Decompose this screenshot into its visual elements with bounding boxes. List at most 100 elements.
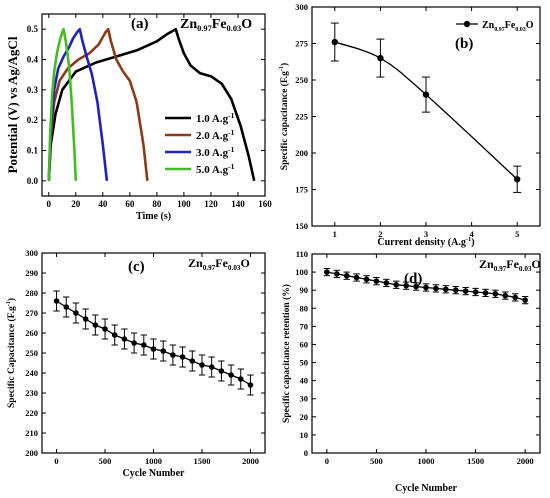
y-tick-label: 220 (25, 408, 38, 418)
y-tick-label: 0.0 (27, 176, 39, 186)
legend-label-1: 1.0 A.g-1 (196, 111, 235, 125)
x-tick-label: 1500 (467, 456, 484, 466)
x-tick-label: 2000 (517, 456, 534, 466)
panel-d: 0 500 1000 1500 2000 0 10 20 30 40 50 60 70 80 90 100 11… (281, 249, 541, 494)
x-tick-label: 160 (258, 199, 272, 209)
x-tick-label: 80 (152, 199, 162, 209)
x-axis-label: Time (s) (136, 211, 171, 222)
series-line-4 (47, 27, 78, 181)
panel-label: (a) (131, 16, 149, 32)
x-tick-label: 120 (204, 199, 218, 209)
data-point (514, 176, 521, 183)
panel-b: 1 2 3 4 5 150 175 200 225 250 275 300 Zn0.97Fe0.03O (… (279, 2, 541, 248)
series-line-2 (47, 27, 149, 181)
y-tick-label: 0.4 (27, 55, 39, 65)
y-tick-label: 0.3 (27, 85, 39, 95)
y-tick-label: 150 (295, 221, 308, 231)
compound-label: Zn0.97Fe0.03O (188, 256, 250, 272)
y-tick-label: 50 (300, 358, 309, 368)
series-line-3 (47, 27, 109, 181)
y-tick-label: 30 (300, 394, 309, 404)
y-tick-label: 270 (25, 308, 38, 318)
data-point (403, 282, 409, 289)
y-tick-label: 0.2 (27, 115, 39, 125)
y-tick-label: 175 (295, 185, 308, 195)
y-tick-label: 250 (295, 75, 308, 85)
data-point (512, 294, 519, 301)
plot-frame (41, 13, 266, 197)
y-tick-label: 0.1 (27, 146, 39, 156)
data-point (218, 368, 225, 374)
x-axis-label: Current density (A.g-1) (377, 236, 474, 248)
y-tick-label: 90 (300, 285, 309, 295)
x-tick-label: 0 (325, 456, 329, 466)
data-point (333, 271, 340, 277)
data-point (452, 287, 459, 293)
y-tick-label: 40 (300, 376, 309, 386)
data-point (423, 284, 429, 291)
y-tick-label: 300 (295, 2, 308, 12)
data-point (422, 91, 430, 98)
y-axis-label: Specific Capacitance (F.g-1) (6, 298, 17, 408)
compound-label: Zn0.97Fe0.03O (180, 17, 252, 33)
data-point (131, 340, 137, 346)
data-point (82, 316, 89, 322)
y-tick-label: 225 (295, 112, 308, 122)
data-point (199, 362, 205, 368)
x-tick-label: 0 (47, 199, 52, 209)
y-tick-label: 230 (25, 388, 38, 398)
data-point (92, 322, 99, 328)
y-axis-label: Specific capacitance retention (%) (281, 284, 292, 423)
data-point (63, 304, 70, 310)
data-point (73, 310, 79, 316)
x-axis-label: Cycle Number (395, 483, 457, 494)
x-axis-label: Cycle Number (123, 468, 185, 479)
x-tick-label: 2 (378, 229, 382, 239)
y-tick-label: 100 (295, 267, 308, 277)
y-axis-label: Potential (V) vs Ag/AgCl (5, 36, 20, 173)
data-point (443, 286, 449, 293)
y-tick-label: 80 (300, 303, 309, 313)
data-point (208, 364, 215, 370)
x-tick-label: 2000 (242, 456, 259, 466)
y-tick-label: 0 (304, 448, 308, 458)
data-point (170, 352, 176, 358)
data-point (373, 278, 380, 284)
y-tick-label: 250 (25, 348, 38, 358)
data-point (462, 288, 469, 294)
x-tick-label: 500 (99, 456, 112, 466)
x-tick-label: 3 (424, 229, 428, 239)
data-point (141, 342, 147, 348)
x-tick-label: 40 (98, 199, 108, 209)
y-tick-label: 10 (300, 430, 309, 440)
data-line (334, 41, 518, 180)
data-point (228, 372, 234, 378)
y-tick-label: 280 (25, 288, 38, 298)
panel-a: 0 20 40 60 80 100 120 140 160 0.0 0.1 0.2 0.3 0.4 0.5 1… (5, 13, 272, 222)
panel-c: 0 500 1000 1500 2000 200 210 220 230 240 250 260 270… (6, 248, 266, 479)
x-tick-label: 5 (515, 229, 519, 239)
data-point (160, 348, 166, 354)
y-tick-label: 110 (296, 249, 308, 259)
y-tick-label: 290 (25, 268, 38, 278)
y-tick-label: 60 (300, 339, 309, 349)
data-point (353, 274, 360, 281)
data-point (331, 38, 338, 46)
panel-label: (d) (404, 271, 422, 287)
panel-label: (b) (455, 36, 473, 52)
data-point (343, 272, 350, 279)
x-tick-label: 4 (469, 229, 474, 239)
data-point (247, 382, 254, 388)
x-tick-label: 0 (54, 456, 58, 466)
data-point (324, 269, 330, 275)
data-point (522, 297, 528, 303)
y-tick-label: 200 (25, 448, 38, 458)
y-tick-label: 20 (300, 412, 309, 422)
y-tick-label: 240 (25, 368, 38, 378)
x-tick-label: 100 (177, 199, 191, 209)
legend-label-4: 5.0 A.g-1 (196, 162, 235, 176)
legend-label-2: 2.0 A.g-1 (196, 128, 235, 142)
y-tick-label: 260 (25, 328, 38, 338)
data-point (179, 354, 186, 360)
